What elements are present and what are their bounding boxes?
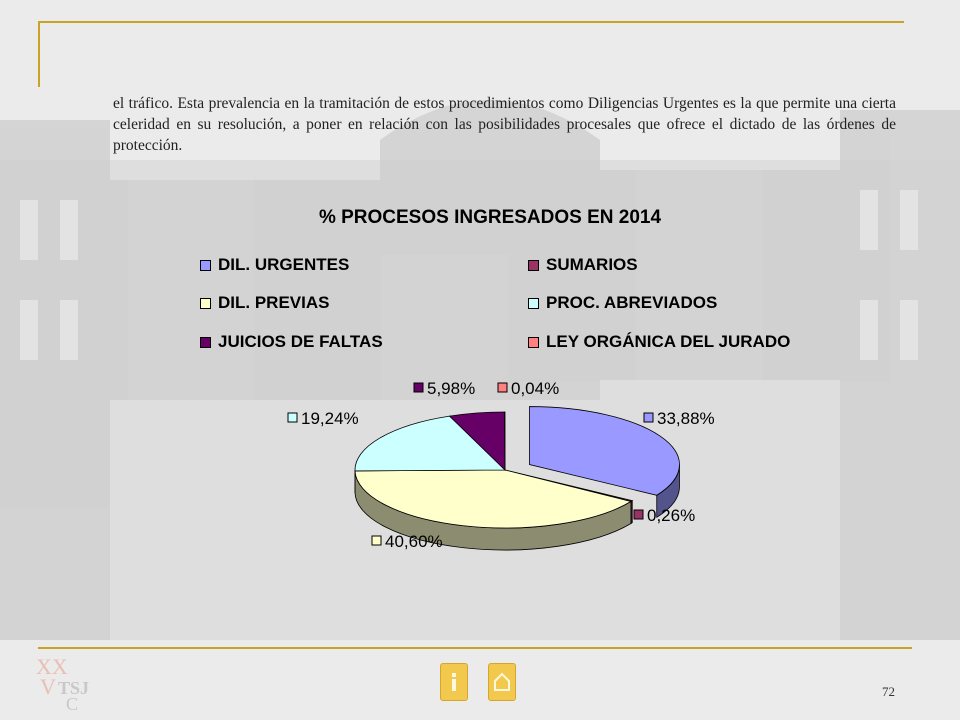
legend-swatch xyxy=(200,259,211,271)
data-label-swatch xyxy=(497,382,508,393)
frame-top-rule xyxy=(38,21,904,23)
legend-label: JUICIOS DE FALTAS xyxy=(218,332,383,351)
chart-legend: DIL. URGENTES SUMARIOS DIL. PREVIAS PROC… xyxy=(200,255,850,365)
body-paragraph: el tráfico. Esta prevalencia en la trami… xyxy=(113,95,896,154)
data-label-swatch xyxy=(287,412,298,423)
legend-swatch xyxy=(528,336,539,348)
data-label-ley-org-nica-del-jurado: 0,04% xyxy=(511,379,559,398)
chart-title: % PROCESOS INGRESADOS EN 2014 xyxy=(318,207,662,228)
home-icon xyxy=(494,672,510,691)
legend-item-ley-organica-del-jurado: LEY ORGÁNICA DEL JURADO xyxy=(528,332,790,352)
tsj-logo: XX V TSJ C xyxy=(36,654,89,712)
data-label-swatch xyxy=(371,535,382,546)
legend-item-proc-abreviados: PROC. ABREVIADOS xyxy=(528,293,717,313)
pie-slice-dil-urgentes xyxy=(529,406,680,496)
data-label-sumarios: 0,26% xyxy=(647,506,695,525)
legend-item-dil-urgentes: DIL. URGENTES xyxy=(200,255,349,275)
legend-item-sumarios: SUMARIOS xyxy=(528,255,638,275)
legend-swatch xyxy=(200,336,211,348)
legend-label: SUMARIOS xyxy=(546,255,638,274)
page-number: 72 xyxy=(882,684,895,699)
svg-text:C: C xyxy=(66,694,78,712)
data-label-dil-urgentes: 33,88% xyxy=(657,409,715,428)
frame-left-rule xyxy=(38,21,40,87)
data-label-swatch xyxy=(413,382,424,393)
data-label-swatch xyxy=(633,509,644,520)
legend-swatch xyxy=(528,297,539,309)
info-icon xyxy=(452,673,456,691)
pie-slice-dil-previas xyxy=(354,469,632,529)
frame-bottom-rule xyxy=(38,647,912,649)
legend-label: LEY ORGÁNICA DEL JURADO xyxy=(546,332,791,351)
legend-swatch xyxy=(528,259,539,271)
legend-item-juicios-de-faltas: JUICIOS DE FALTAS xyxy=(200,332,383,352)
legend-label: PROC. ABREVIADOS xyxy=(546,293,718,312)
svg-text:V: V xyxy=(40,674,56,699)
prev-page-button[interactable] xyxy=(440,663,468,701)
data-label-proc-abreviados: 19,24% xyxy=(301,409,359,428)
data-label-swatch xyxy=(643,412,654,423)
data-label-dil-previas: 40,60% xyxy=(385,532,443,551)
legend-item-dil-previas: DIL. PREVIAS xyxy=(200,293,329,313)
legend-label: DIL. URGENTES xyxy=(218,255,350,274)
home-button[interactable] xyxy=(488,663,516,701)
legend-label: DIL. PREVIAS xyxy=(218,293,330,312)
pie-slice-proc-abreviados xyxy=(354,415,506,472)
legend-swatch xyxy=(200,297,211,309)
data-label-juicios-de-faltas: 5,98% xyxy=(427,379,475,398)
svg-text:XX: XX xyxy=(36,654,68,679)
logo-text: TSJ xyxy=(58,678,89,698)
